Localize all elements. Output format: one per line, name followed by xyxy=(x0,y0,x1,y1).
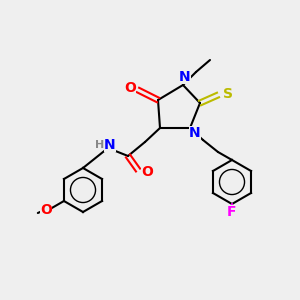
Text: O: O xyxy=(141,165,153,179)
Text: F: F xyxy=(227,205,237,219)
Text: O: O xyxy=(124,81,136,95)
Text: N: N xyxy=(104,138,116,152)
Text: N: N xyxy=(189,126,201,140)
Text: S: S xyxy=(223,87,233,101)
Text: N: N xyxy=(179,70,191,84)
Text: H: H xyxy=(95,140,105,150)
Text: O: O xyxy=(40,203,52,217)
